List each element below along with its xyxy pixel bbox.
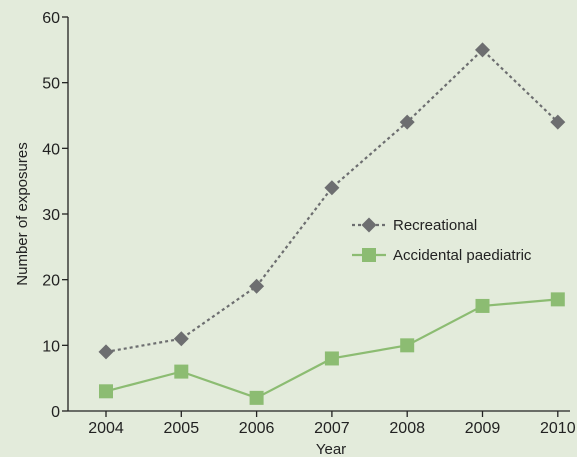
data-point-series-1 bbox=[475, 42, 490, 58]
x-axis-title: Year bbox=[316, 441, 346, 457]
data-point-series-2 bbox=[174, 364, 189, 379]
y-tick-label: 50 bbox=[42, 76, 60, 93]
data-point-series-1 bbox=[324, 180, 340, 196]
y-tick-label: 0 bbox=[51, 404, 60, 421]
legend-label: Accidental paediatric bbox=[393, 247, 532, 264]
series-line-2 bbox=[105, 298, 558, 400]
data-point-series-2 bbox=[400, 338, 415, 353]
data-point-series-1 bbox=[550, 114, 566, 130]
data-point-series-1 bbox=[249, 278, 265, 294]
y-axis-title: Number of exposures bbox=[14, 142, 31, 285]
x-tick-label: 2007 bbox=[314, 420, 350, 437]
chart-axes: 0 10 20 30 40 50 60 2004 2005 2006 2007 2008 2009 201… bbox=[42, 10, 575, 437]
legend-marker bbox=[362, 248, 376, 262]
y-tick-label: 20 bbox=[42, 273, 60, 290]
data-point-series-2 bbox=[550, 292, 565, 307]
y-tick-label: 60 bbox=[42, 10, 60, 27]
legend-marker bbox=[361, 217, 377, 233]
chart-legend: Recreational Accidental paediatric bbox=[352, 217, 532, 264]
legend-label: Recreational bbox=[393, 217, 477, 234]
data-point-series-1 bbox=[98, 344, 114, 360]
y-tick-label: 10 bbox=[42, 338, 60, 355]
chart-series bbox=[98, 42, 566, 405]
x-tick-label: 2010 bbox=[540, 420, 576, 437]
data-point-series-2 bbox=[249, 390, 264, 405]
x-tick-label: 2005 bbox=[164, 420, 200, 437]
data-point-series-2 bbox=[324, 351, 339, 366]
data-point-series-2 bbox=[475, 298, 490, 313]
data-point-series-1 bbox=[173, 331, 189, 347]
y-tick-label: 30 bbox=[42, 207, 60, 224]
x-tick-label: 2008 bbox=[389, 420, 425, 437]
series-line-1 bbox=[105, 48, 559, 353]
x-tick-label: 2009 bbox=[465, 420, 501, 437]
x-tick-label: 2004 bbox=[88, 420, 124, 437]
data-point-series-2 bbox=[99, 384, 113, 399]
x-tick-label: 2006 bbox=[239, 420, 275, 437]
data-point-series-1 bbox=[399, 114, 415, 130]
y-tick-label: 40 bbox=[42, 141, 60, 158]
